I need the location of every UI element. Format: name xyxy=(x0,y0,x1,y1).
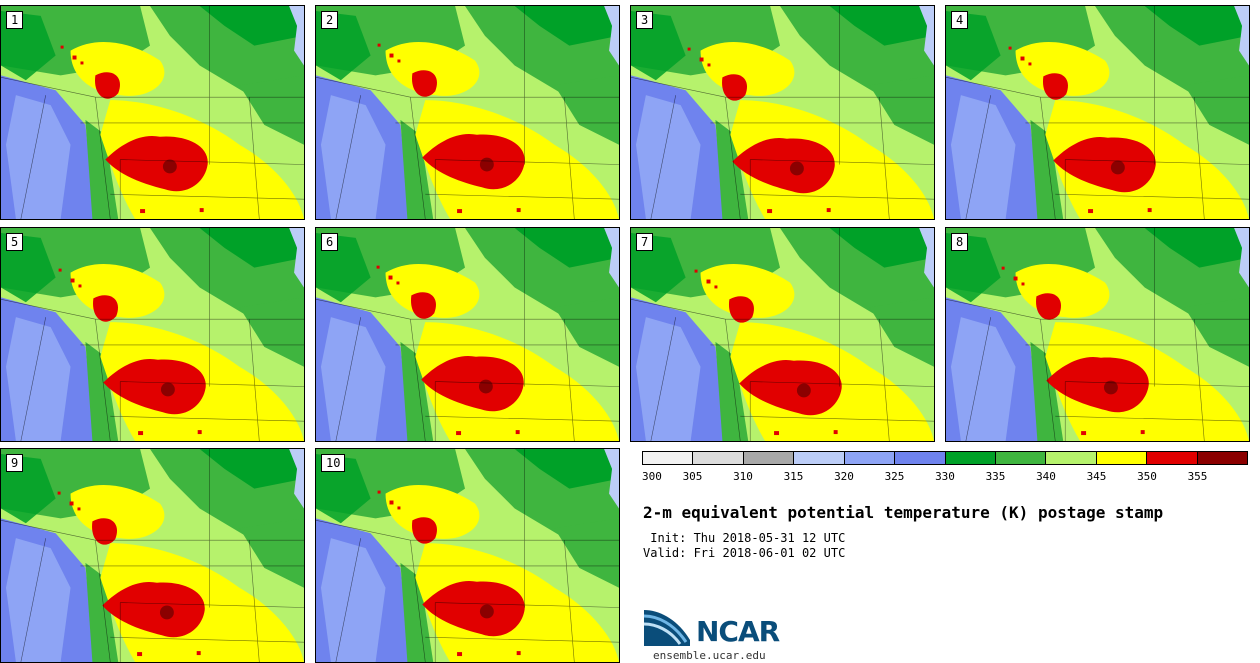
colorbar-tick-label: 310 xyxy=(733,470,753,483)
map-panel: 5 xyxy=(0,227,305,442)
colorbar-tick-label: 325 xyxy=(884,470,905,483)
member-label: 6 xyxy=(321,233,339,251)
colorbar-swatch xyxy=(794,452,845,464)
map-panel: 1 xyxy=(0,5,305,220)
member-label: 3 xyxy=(636,11,654,29)
colorbar-tick-label: 305 xyxy=(682,470,703,483)
map-panel: 2 xyxy=(315,5,620,220)
colorbar-tick-label: 340 xyxy=(1036,470,1056,483)
colorbar-swatch xyxy=(945,452,996,464)
colorbar-swatch xyxy=(895,452,946,464)
colorbar-swatch xyxy=(844,452,896,464)
colorbar-swatch xyxy=(1046,452,1097,464)
map-panel: 4 xyxy=(945,5,1250,220)
colorbar-swatch xyxy=(1147,452,1198,464)
colorbar-tick-label: 300 xyxy=(642,470,662,483)
colorbar xyxy=(642,451,1248,465)
page-title: 2-m equivalent potential temperature (K)… xyxy=(643,503,1164,522)
member-label: 7 xyxy=(636,233,654,251)
ncar-logo-text: NCAR xyxy=(696,615,780,648)
site-url: ensemble.ucar.edu xyxy=(653,649,766,662)
colorbar-swatch xyxy=(693,452,744,464)
colorbar-ticks: 300 305 310 315 320 325 330 335 340 345 350 355 xyxy=(642,470,1248,484)
member-label: 1 xyxy=(6,11,24,29)
member-label: 2 xyxy=(321,11,339,29)
map-panel: 6 xyxy=(315,227,620,442)
map-panel: 7 xyxy=(630,227,935,442)
colorbar-swatch xyxy=(1096,452,1148,464)
colorbar-tick-label: 350 xyxy=(1137,470,1157,483)
init-time: Init: Thu 2018-05-31 12 UTC xyxy=(643,531,846,545)
member-label: 9 xyxy=(6,454,24,472)
colorbar-swatch xyxy=(743,452,795,464)
colorbar-tick-label: 335 xyxy=(985,470,1006,483)
colorbar-swatch xyxy=(643,452,694,464)
colorbar-tick-label: 315 xyxy=(783,470,804,483)
member-label: 8 xyxy=(951,233,969,251)
member-label: 4 xyxy=(951,11,969,29)
colorbar-tick-label: 345 xyxy=(1086,470,1107,483)
member-label: 5 xyxy=(6,233,24,251)
member-label: 10 xyxy=(321,454,346,472)
valid-time: Valid: Fri 2018-06-01 02 UTC xyxy=(643,546,846,560)
colorbar-tick-label: 355 xyxy=(1187,470,1208,483)
colorbar-tick-label: 330 xyxy=(935,470,955,483)
map-panel: 9 xyxy=(0,448,305,663)
colorbar-swatch xyxy=(995,452,1047,464)
colorbar-tick-label: 320 xyxy=(834,470,854,483)
ncar-logo-icon xyxy=(643,610,690,646)
colorbar-swatch xyxy=(1197,452,1248,464)
map-panel: 3 xyxy=(630,5,935,220)
map-panel: 8 xyxy=(945,227,1250,442)
map-panel: 10 xyxy=(315,448,620,663)
